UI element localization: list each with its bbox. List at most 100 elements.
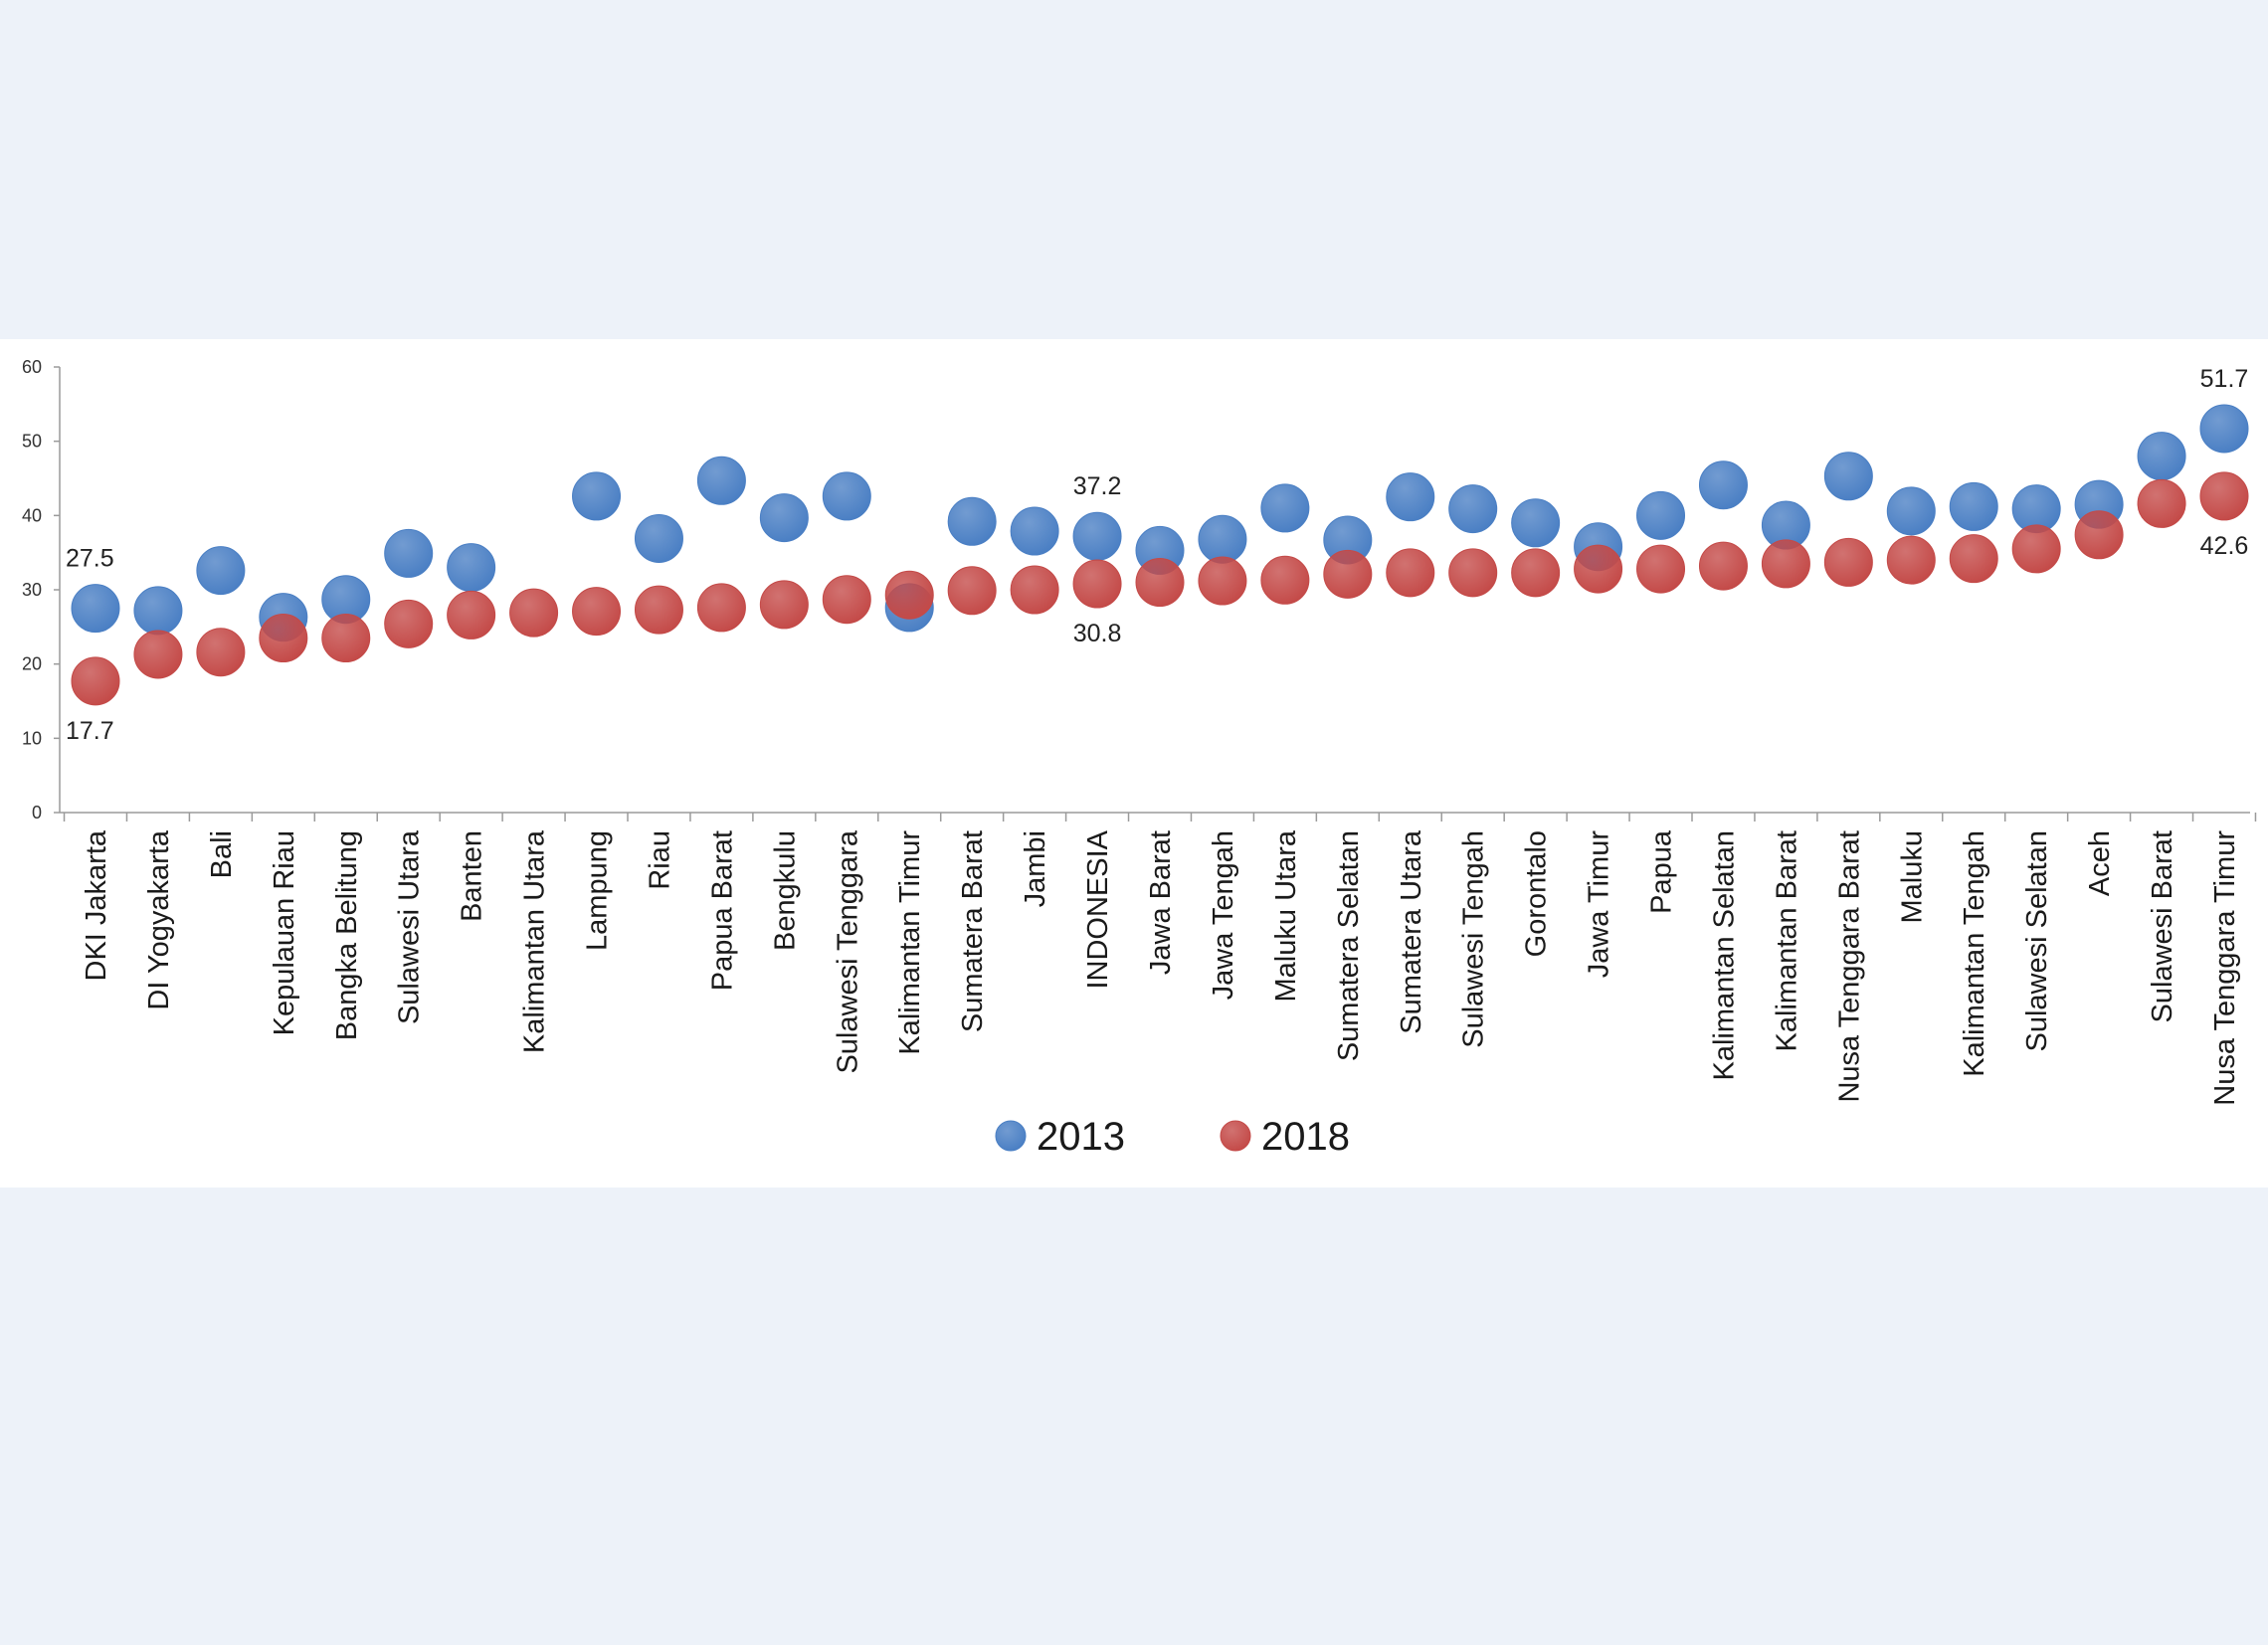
point-2013	[1260, 483, 1310, 533]
point-2013	[822, 471, 871, 521]
point-2018	[1010, 565, 1059, 615]
point-2013	[1949, 481, 1998, 531]
category-label: Kalimantan Timur	[894, 830, 926, 1055]
point-2013	[1448, 484, 1498, 534]
category-label: Maluku	[1896, 830, 1928, 924]
point-2018	[759, 580, 809, 630]
category-label: Gorontalo	[1521, 830, 1553, 957]
y-tick-label: 10	[22, 728, 42, 748]
category-label: Jambi	[1020, 830, 1051, 907]
point-2013	[759, 493, 809, 543]
point-2013	[133, 586, 183, 636]
point-2013	[1072, 511, 1122, 561]
point-2018	[1198, 556, 1247, 606]
point-2018	[447, 590, 496, 640]
point-2018	[2011, 524, 2061, 574]
point-2018	[1386, 548, 1435, 598]
data-label-2018: 42.6	[2200, 532, 2249, 560]
point-2013	[2137, 432, 2186, 481]
point-2013	[1823, 452, 1873, 501]
y-tick-label: 40	[22, 505, 42, 525]
point-2013	[1198, 514, 1247, 564]
point-2018	[1949, 534, 1998, 584]
point-2018	[2074, 510, 2124, 560]
category-label: Kalimantan Utara	[519, 829, 551, 1053]
category-label: Lampung	[582, 830, 614, 951]
category-label: Kalimantan Barat	[1771, 830, 1802, 1051]
legend-label-2018: 2018	[1261, 1115, 1350, 1159]
legend: 2013 2018	[995, 1115, 1350, 1159]
point-2018	[1823, 537, 1873, 587]
y-tick-label: 50	[22, 432, 42, 452]
point-2018	[1135, 558, 1185, 608]
point-2018	[1761, 539, 1810, 589]
legend-marker-2018	[1220, 1120, 1251, 1152]
point-2018	[1072, 559, 1122, 609]
category-label: Kalimantan Tengah	[1959, 830, 1990, 1077]
category-labels: DKI Jakarta DI Yogyakarta Bali Kepulauan Ri…	[81, 829, 2241, 1106]
point-2013	[384, 528, 434, 578]
point-2013	[196, 546, 246, 596]
point-2013	[1636, 490, 1686, 540]
point-2018	[196, 628, 246, 677]
data-label-2018: 17.7	[66, 717, 114, 745]
point-2018	[384, 599, 434, 648]
data-points	[71, 404, 2249, 706]
point-2018	[822, 575, 871, 625]
category-label: Kepulauan Riau	[269, 830, 300, 1035]
point-2018	[2137, 478, 2186, 528]
category-label: Sumatera Utara	[1396, 829, 1427, 1034]
point-2013	[447, 543, 496, 593]
point-2013	[1010, 506, 1059, 556]
category-label: Sulawesi Tenggara	[832, 829, 863, 1073]
y-tick-label: 60	[22, 357, 42, 377]
data-label-2018: 30.8	[1073, 620, 1122, 647]
legend-label-2013: 2013	[1037, 1115, 1125, 1159]
category-label: Sulawesi Utara	[394, 829, 426, 1024]
category-label: Bangka Belitung	[331, 830, 363, 1040]
category-label: Aceh	[2084, 830, 2116, 896]
point-2018	[1886, 535, 1936, 585]
point-2018	[1636, 544, 1686, 594]
y-tick-label: 0	[32, 803, 42, 822]
category-label: Papua	[1646, 829, 1678, 914]
point-2013	[71, 584, 120, 634]
category-label: Sulawesi Selatan	[2021, 830, 2053, 1051]
point-2018	[634, 585, 683, 635]
legend-marker-2013	[995, 1120, 1027, 1152]
point-2018	[1260, 555, 1310, 605]
point-2018	[259, 614, 308, 663]
data-label-2013: 51.7	[2200, 365, 2249, 393]
category-label: Jawa Tengah	[1208, 830, 1239, 1000]
point-2018	[572, 587, 622, 637]
point-2018	[1448, 548, 1498, 598]
category-label: INDONESIA	[1082, 829, 1114, 989]
category-label: Papua Barat	[706, 830, 738, 991]
category-label: Jawa Barat	[1145, 830, 1177, 975]
point-2018	[696, 583, 746, 633]
point-2013	[572, 471, 622, 521]
chart-panel: 0 10 20 30 40 50 60 DKI Jakarta DI Yogyakarta Ba…	[0, 339, 2268, 1188]
point-2018	[321, 614, 371, 663]
category-label: Sulawesi Tengah	[1458, 830, 1490, 1048]
point-2013	[1886, 486, 1936, 536]
category-label: Sumatera Barat	[957, 830, 989, 1032]
category-label: Sumatera Selatan	[1333, 830, 1365, 1061]
dot-plot-chart: 0 10 20 30 40 50 60 DKI Jakarta DI Yogyakarta Ba…	[22, 357, 2257, 1159]
data-labels: 27.5 37.2 51.7 17.7 30.8 42.6	[66, 365, 2248, 745]
category-label: Nusa Tenggara Timur	[2209, 830, 2241, 1106]
category-label: Nusa Tenggara Barat	[1833, 830, 1865, 1103]
point-2018	[71, 656, 120, 706]
point-2018	[884, 570, 934, 620]
category-label: Jawa Timur	[1584, 830, 1615, 979]
point-2018	[509, 588, 559, 638]
category-label: Maluku Utara	[1270, 829, 1302, 1002]
point-2018	[133, 630, 183, 679]
point-2018	[2199, 471, 2249, 521]
category-label: Banten	[457, 830, 488, 922]
point-2018	[1323, 549, 1373, 599]
y-ticks: 0 10 20 30 40 50 60	[22, 357, 60, 822]
y-tick-label: 30	[22, 580, 42, 600]
point-2018	[1511, 548, 1561, 598]
y-tick-label: 20	[22, 654, 42, 674]
